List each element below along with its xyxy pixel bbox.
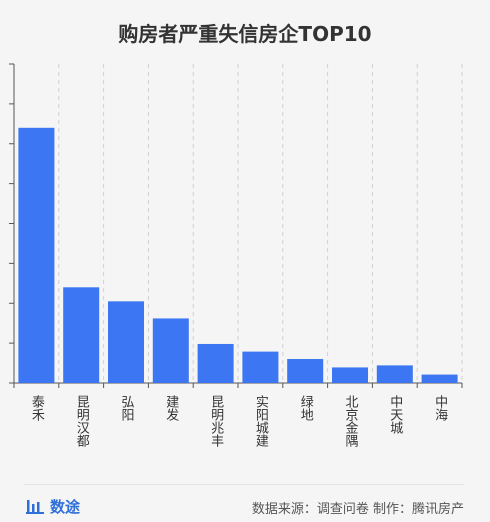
category-label: 弘阳 [119,395,135,421]
bar-3 [108,301,144,383]
footer-divider [24,484,464,485]
category-label: 实阳城建 [253,395,269,448]
data-source-note: 数据来源：调查问卷 制作：腾讯房产 [251,502,464,517]
brand-name: 数途 [50,497,81,516]
category-label: 建发 [163,395,179,421]
bar-chart: 泰禾 昆明汉都 弘阳 建发 昆明兆丰 实阳城建 绿地 北京金隅 中天城 中海 [9,63,463,448]
bars [18,127,458,383]
bar-5 [197,343,234,383]
category-label: 绿地 [298,395,314,421]
bar-10 [421,374,458,383]
category-label: 昆明汉都 [74,395,90,447]
category-label: 中海 [432,395,448,421]
grid-lines [58,64,463,383]
category-label: 中天城 [387,395,403,435]
category-label: 昆明兆丰 [208,395,224,447]
category-label: 北京金隅 [343,395,359,447]
category-labels: 泰禾 昆明汉都 弘阳 建发 昆明兆丰 实阳城建 绿地 北京金隅 中天城 中海 [29,395,448,448]
bar-8 [332,367,368,383]
bar-7 [287,359,324,383]
brand-logo: 数途 [26,496,80,516]
bar-9 [376,365,413,383]
bar-chart-icon [26,500,44,514]
bar-4 [152,318,189,383]
bar-6 [242,351,279,383]
bar-2 [63,287,100,383]
chart-title: 购房者严重失信房企TOP10 [118,22,372,46]
bar-1 [18,127,55,383]
category-label: 泰禾 [29,395,45,421]
